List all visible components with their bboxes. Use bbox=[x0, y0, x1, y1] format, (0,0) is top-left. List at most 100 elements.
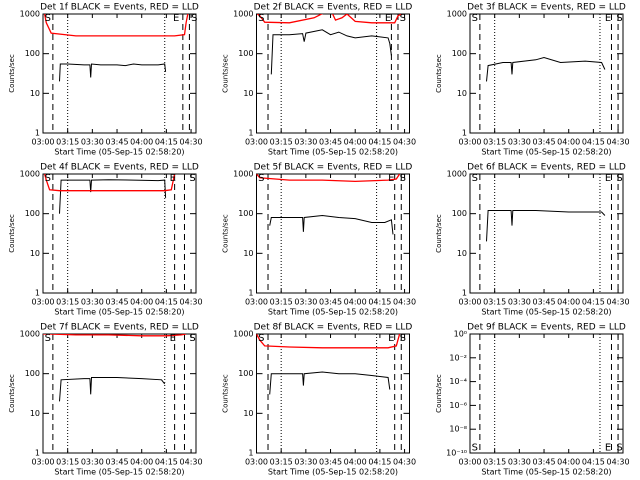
x-tick-label: 03:00 bbox=[31, 138, 54, 147]
annotation: E bbox=[605, 13, 611, 24]
x-tick-label: 03:30 bbox=[81, 298, 104, 307]
x-tick-label: 04:15 bbox=[582, 298, 605, 307]
x-tick-label: 04:30 bbox=[393, 458, 416, 467]
x-tick-label: 03:15 bbox=[483, 138, 506, 147]
annotation: S bbox=[472, 442, 478, 453]
plot-frame bbox=[42, 333, 197, 454]
x-tick-label: 04:15 bbox=[155, 458, 178, 467]
annotation: E bbox=[388, 173, 394, 184]
annotation: E bbox=[605, 442, 611, 453]
y-tick-label: 1000 bbox=[233, 170, 253, 179]
x-axis-label: Start Time (05-Sep-15 02:58:20) bbox=[54, 148, 184, 157]
x-tick-label: 03:45 bbox=[319, 458, 342, 467]
x-tick-label: 03:00 bbox=[458, 298, 481, 307]
y-tick-label: 10 bbox=[243, 409, 253, 418]
x-tick-label: 03:30 bbox=[508, 138, 531, 147]
y-tick-label: 1 bbox=[35, 449, 40, 458]
y-tick-label: 10 bbox=[457, 249, 467, 258]
y-tick-label: 1000 bbox=[233, 330, 253, 339]
y-tick-label: 10⁻⁶ bbox=[449, 401, 467, 410]
y-tick-label: 100 bbox=[238, 49, 253, 58]
x-tick-label: 03:00 bbox=[245, 458, 268, 467]
annotation: E bbox=[605, 173, 611, 184]
annotation: S bbox=[472, 13, 478, 24]
y-tick-label: 1 bbox=[248, 289, 253, 298]
series-line bbox=[43, 174, 176, 192]
x-tick-label: 04:00 bbox=[344, 138, 367, 147]
chart-title: Det 6f BLACK = Events, RED = LLD bbox=[467, 163, 626, 173]
annotation: E bbox=[170, 333, 176, 344]
x-tick-label: 03:45 bbox=[319, 138, 342, 147]
x-tick-label: 04:30 bbox=[393, 138, 416, 147]
series-line bbox=[269, 371, 391, 395]
x-tick-label: 03:30 bbox=[294, 298, 317, 307]
x-tick-label: 04:30 bbox=[180, 458, 203, 467]
y-axis-label: Counts/sec bbox=[222, 54, 230, 93]
chart-title: Det 8f BLACK = Events, RED = LLD bbox=[254, 323, 413, 333]
x-tick-label: 03:45 bbox=[533, 298, 556, 307]
plot-frame bbox=[469, 13, 624, 134]
x-tick-label: 03:30 bbox=[81, 138, 104, 147]
annotation: S bbox=[45, 13, 51, 24]
y-tick-label: 10 bbox=[30, 249, 40, 258]
x-tick-label: 03:30 bbox=[294, 458, 317, 467]
y-tick-label: 1000 bbox=[20, 330, 40, 339]
x-axis-label: Start Time (05-Sep-15 02:58:20) bbox=[268, 148, 398, 157]
x-tick-label: 04:30 bbox=[393, 298, 416, 307]
annotation: S bbox=[472, 173, 478, 184]
series-line bbox=[256, 174, 401, 183]
series-line bbox=[486, 56, 606, 82]
x-tick-label: 03:15 bbox=[56, 298, 79, 307]
chart-title: Det 3f BLACK = Events, RED = LLD bbox=[467, 3, 626, 13]
x-tick-label: 03:00 bbox=[458, 138, 481, 147]
x-tick-label: 03:30 bbox=[294, 138, 317, 147]
plot-frame bbox=[469, 333, 624, 454]
x-tick-label: 03:00 bbox=[245, 298, 268, 307]
series-line bbox=[59, 179, 167, 214]
x-tick-label: 03:30 bbox=[508, 458, 531, 467]
y-tick-label: 10⁻¹⁰ bbox=[446, 449, 467, 458]
y-tick-label: 10 bbox=[457, 89, 467, 98]
x-tick-label: 04:15 bbox=[155, 298, 178, 307]
y-tick-label: 100 bbox=[25, 209, 40, 218]
y-axis-label: Counts/sec bbox=[222, 214, 230, 253]
chart-title: Det 5f BLACK = Events, RED = LLD bbox=[254, 163, 413, 173]
x-tick-label: 03:45 bbox=[106, 138, 129, 147]
x-tick-label: 04:00 bbox=[130, 298, 153, 307]
y-tick-label: 1 bbox=[462, 129, 467, 138]
x-tick-label: 03:45 bbox=[106, 298, 129, 307]
x-tick-label: 03:00 bbox=[31, 298, 54, 307]
annotation: S bbox=[258, 333, 264, 344]
y-tick-label: 1000 bbox=[447, 10, 467, 19]
series-line bbox=[256, 334, 401, 349]
x-tick-label: 04:30 bbox=[607, 298, 630, 307]
annotation: E bbox=[388, 333, 394, 344]
annotation: S bbox=[616, 13, 622, 24]
y-tick-label: 1000 bbox=[447, 170, 467, 179]
x-axis-label: Start Time (05-Sep-15 02:58:20) bbox=[481, 308, 611, 317]
x-tick-label: 03:15 bbox=[270, 138, 293, 147]
annotation: S bbox=[258, 13, 264, 24]
y-axis-label: Counts/sec bbox=[435, 214, 443, 253]
x-tick-label: 03:15 bbox=[56, 458, 79, 467]
annotation: S bbox=[400, 173, 406, 184]
x-tick-label: 03:15 bbox=[270, 458, 293, 467]
chart-title: Det 2f BLACK = Events, RED = LLD bbox=[254, 3, 413, 13]
annotation: S bbox=[400, 333, 406, 344]
x-tick-label: 03:45 bbox=[533, 458, 556, 467]
x-axis-label: Start Time (05-Sep-15 02:58:20) bbox=[481, 148, 611, 157]
x-tick-label: 04:00 bbox=[557, 298, 580, 307]
y-axis-label: Counts/sec bbox=[435, 54, 443, 93]
series-line bbox=[486, 210, 606, 242]
annotation: E bbox=[173, 13, 179, 24]
y-axis-label: Counts/sec bbox=[8, 214, 16, 253]
x-tick-label: 04:15 bbox=[368, 138, 391, 147]
x-tick-label: 04:15 bbox=[582, 138, 605, 147]
plot-frame bbox=[256, 173, 410, 294]
y-tick-label: 100 bbox=[238, 209, 253, 218]
annotation: S bbox=[258, 173, 264, 184]
annotation: S bbox=[191, 13, 197, 24]
series-line bbox=[59, 377, 166, 402]
x-tick-label: 03:15 bbox=[483, 298, 506, 307]
